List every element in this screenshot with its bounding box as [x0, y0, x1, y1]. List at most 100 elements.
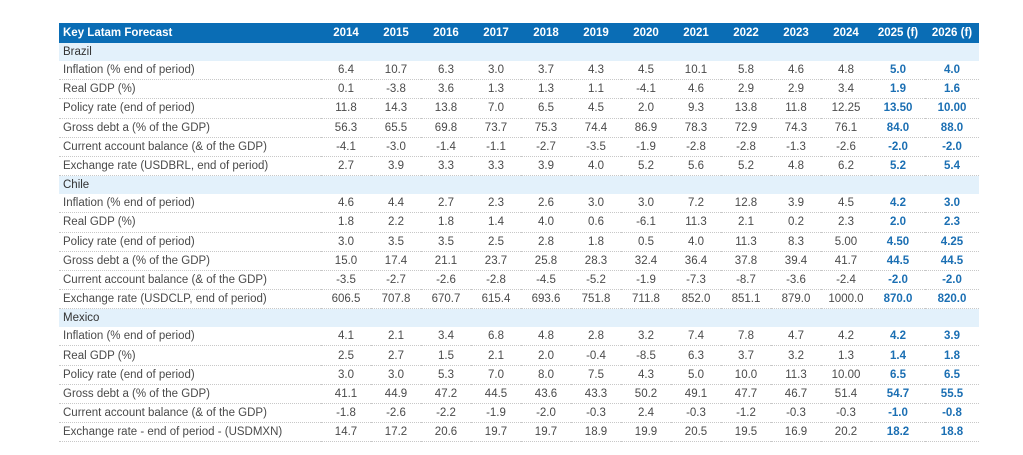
forecast-value-cell: -2.0 — [871, 137, 925, 157]
forecast-value-cell: 44.5 — [871, 251, 925, 271]
row-label: Current account balance (& of the GDP) — [59, 270, 321, 291]
value-cell: 19.7 — [521, 422, 571, 443]
row-label: Current account balance (& of the GDP) — [59, 137, 321, 157]
year-header: 2019 — [571, 23, 621, 43]
value-cell: -5.2 — [571, 270, 621, 291]
table-row: Policy rate (end of period) 3.0 3.5 3.5 2.5 2… — [59, 232, 979, 252]
value-cell: 1.1 — [571, 79, 621, 100]
forecast-value-cell: 3.9 — [925, 327, 979, 347]
table-row: Current account balance (& of the GDP) -4… — [59, 137, 979, 157]
value-cell: 3.9 — [771, 194, 821, 214]
value-cell: 1.8 — [421, 212, 471, 233]
value-cell: -2.8 — [671, 137, 721, 157]
value-cell: 6.3 — [421, 61, 471, 81]
value-cell: 4.8 — [521, 327, 571, 347]
value-cell: 43.6 — [521, 384, 571, 405]
table-row: Current account balance (& of the GDP) -1… — [59, 403, 979, 424]
year-header: 2022 — [721, 23, 771, 43]
value-cell: 851.1 — [721, 289, 771, 310]
value-cell: 74.4 — [571, 118, 621, 138]
year-header: 2026 (f) — [925, 23, 979, 43]
section-row: Mexico — [59, 308, 979, 328]
value-cell: 3.5 — [371, 232, 421, 252]
value-cell: 20.2 — [821, 422, 871, 443]
value-cell: 4.5 — [621, 61, 671, 81]
table-row: Real GDP (%) 1.8 2.2 1.8 1.4 4.0 0.6 -6.1 11.3 2.… — [59, 212, 979, 233]
value-cell: 751.8 — [571, 289, 621, 310]
value-cell: 2.6 — [521, 194, 571, 214]
forecast-value-cell: -2.0 — [925, 137, 979, 157]
value-cell: 39.4 — [771, 251, 821, 271]
value-cell: 13.8 — [721, 98, 771, 119]
value-cell: 6.2 — [821, 156, 871, 177]
value-cell: 17.2 — [371, 422, 421, 443]
value-cell: 10.1 — [671, 61, 721, 81]
value-cell: 4.8 — [821, 61, 871, 81]
value-cell: 18.9 — [571, 422, 621, 443]
value-cell: 4.2 — [821, 327, 871, 347]
value-cell: 4.3 — [621, 365, 671, 385]
forecast-value-cell: 55.5 — [925, 384, 979, 405]
value-cell: 3.9 — [371, 156, 421, 177]
section-row: Brazil — [59, 43, 979, 61]
value-cell: 2.9 — [771, 79, 821, 100]
forecast-value-cell: -0.8 — [925, 403, 979, 424]
value-cell: 4.3 — [571, 61, 621, 81]
value-cell: 4.6 — [771, 61, 821, 81]
value-cell: -2.6 — [821, 137, 871, 157]
value-cell: 86.9 — [621, 118, 671, 138]
table-body: Brazil Inflation (% end of period) 6.4 10.7… — [59, 43, 979, 443]
value-cell: 11.3 — [721, 232, 771, 252]
value-cell: -3.5 — [571, 137, 621, 157]
value-cell: 0.5 — [621, 232, 671, 252]
value-cell: 6.5 — [521, 98, 571, 119]
value-cell: 3.0 — [321, 232, 371, 252]
forecast-value-cell: 10.00 — [925, 98, 979, 119]
table-row: Current account balance (& of the GDP) -3… — [59, 270, 979, 291]
forecast-value-cell: 4.0 — [925, 61, 979, 81]
value-cell: -3.8 — [371, 79, 421, 100]
value-cell: 78.3 — [671, 118, 721, 138]
forecast-value-cell: 44.5 — [925, 251, 979, 271]
value-cell: -1.4 — [421, 137, 471, 157]
value-cell: 3.0 — [371, 365, 421, 385]
forecast-value-cell: 5.0 — [871, 61, 925, 81]
value-cell: 3.0 — [571, 194, 621, 214]
row-label: Gross debt a (% of the GDP) — [59, 384, 321, 405]
value-cell: 51.4 — [821, 384, 871, 405]
value-cell: 47.2 — [421, 384, 471, 405]
forecast-value-cell: -2.0 — [925, 270, 979, 291]
header-row: Key Latam Forecast 2014 2015 2016 2017 2018 2… — [59, 23, 979, 43]
value-cell: -8.7 — [721, 270, 771, 291]
value-cell: 3.0 — [321, 365, 371, 385]
value-cell: 73.7 — [471, 118, 521, 138]
row-label: Gross debt a (% of the GDP) — [59, 251, 321, 271]
table-row: Policy rate (end of period) 3.0 3.0 5.3 7.0 8… — [59, 365, 979, 385]
value-cell: 7.2 — [671, 194, 721, 214]
value-cell: 5.6 — [671, 156, 721, 177]
value-cell: 3.6 — [421, 79, 471, 100]
value-cell: 7.5 — [571, 365, 621, 385]
value-cell: 2.1 — [721, 212, 771, 233]
value-cell: 6.3 — [671, 345, 721, 366]
value-cell: 1.8 — [571, 232, 621, 252]
value-cell: 75.3 — [521, 118, 571, 138]
value-cell: 1.3 — [821, 345, 871, 366]
forecast-value-cell: 18.8 — [925, 422, 979, 443]
row-label: Policy rate (end of period) — [59, 365, 321, 385]
value-cell: 10.00 — [821, 365, 871, 385]
value-cell: 49.1 — [671, 384, 721, 405]
value-cell: -1.3 — [771, 137, 821, 157]
forecast-value-cell: 4.2 — [871, 327, 925, 347]
forecast-value-cell: 5.2 — [871, 156, 925, 177]
value-cell: -2.7 — [521, 137, 571, 157]
value-cell: 7.8 — [721, 327, 771, 347]
forecast-value-cell: -1.0 — [871, 403, 925, 424]
value-cell: -1.8 — [321, 403, 371, 424]
value-cell: -0.3 — [671, 403, 721, 424]
value-cell: 4.6 — [321, 194, 371, 214]
value-cell: 0.2 — [771, 212, 821, 233]
value-cell: 3.4 — [821, 79, 871, 100]
value-cell: 1000.0 — [821, 289, 871, 310]
value-cell: -4.1 — [321, 137, 371, 157]
